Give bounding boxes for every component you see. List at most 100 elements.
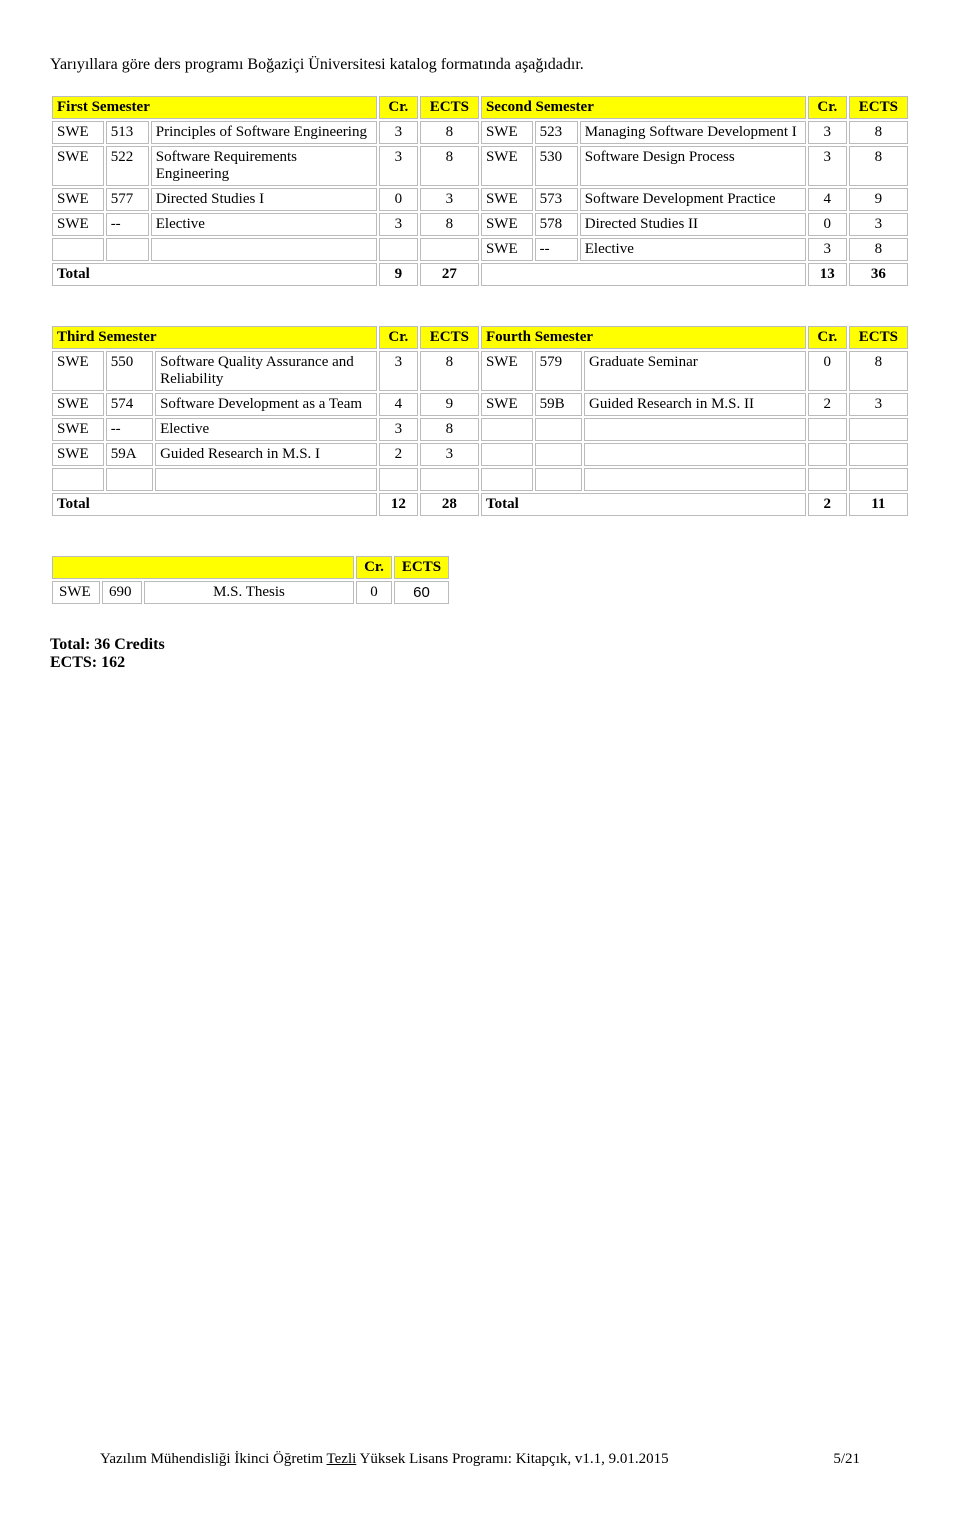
course-code: --	[106, 213, 149, 236]
empty-header	[52, 556, 354, 579]
empty-cell	[481, 443, 533, 466]
course-dept: SWE	[481, 146, 533, 186]
empty-cell	[52, 468, 104, 491]
course-name: Directed Studies I	[151, 188, 377, 211]
total-ects: 28	[420, 493, 479, 516]
total-credits-text: Total: 36 Credits	[50, 636, 910, 654]
empty-cell	[849, 468, 908, 491]
ects-header: ECTS	[420, 326, 479, 349]
course-dept: SWE	[481, 351, 533, 391]
course-dept: SWE	[52, 188, 104, 211]
course-code: 550	[106, 351, 153, 391]
total-cr: 12	[379, 493, 418, 516]
course-dept: SWE	[481, 188, 533, 211]
course-name: Software Requirements Engineering	[151, 146, 377, 186]
course-name: Principles of Software Engineering	[151, 121, 377, 144]
course-name: Software Development Practice	[580, 188, 806, 211]
empty-cell	[849, 418, 908, 441]
empty-cell	[535, 468, 582, 491]
course-dept: SWE	[52, 443, 104, 466]
empty-cell	[535, 418, 582, 441]
second-semester-header: Second Semester	[481, 96, 806, 119]
fourth-semester-header: Fourth Semester	[481, 326, 806, 349]
course-ects: 8	[420, 213, 479, 236]
total-ects: 36	[849, 263, 908, 286]
course-cr: 3	[379, 213, 418, 236]
total-ects-text: ECTS: 162	[50, 654, 910, 672]
empty-cell	[584, 468, 806, 491]
course-ects: 3	[849, 393, 908, 416]
total-cr: 9	[379, 263, 418, 286]
total-label: Total	[481, 493, 806, 516]
thesis-table: Cr. ECTS SWE 690 M.S. Thesis 0 60	[50, 554, 451, 606]
course-cr: 3	[808, 146, 847, 186]
course-cr: 3	[379, 418, 418, 441]
ects-header: ECTS	[849, 96, 908, 119]
empty-cell	[420, 238, 479, 261]
cr-header: Cr.	[808, 326, 847, 349]
course-dept: SWE	[52, 121, 104, 144]
empty-cell	[808, 443, 847, 466]
total-cr: 2	[808, 493, 847, 516]
empty-cell	[52, 238, 104, 261]
cr-header: Cr.	[356, 556, 392, 579]
total-cr: 13	[808, 263, 847, 286]
course-code: 577	[106, 188, 149, 211]
empty-cell	[808, 468, 847, 491]
course-cr: 3	[808, 121, 847, 144]
course-ects: 3	[420, 188, 479, 211]
empty-cell	[106, 468, 153, 491]
course-cr: 4	[379, 393, 418, 416]
course-cr: 2	[808, 393, 847, 416]
course-name: Managing Software Development I	[580, 121, 806, 144]
empty-cell	[584, 443, 806, 466]
course-name: Guided Research in M.S. II	[584, 393, 806, 416]
course-code: 523	[535, 121, 578, 144]
course-name: Elective	[151, 213, 377, 236]
course-code: 59B	[535, 393, 582, 416]
course-dept: SWE	[52, 351, 104, 391]
course-dept: SWE	[481, 121, 533, 144]
course-name: Graduate Seminar	[584, 351, 806, 391]
course-cr: 0	[808, 213, 847, 236]
course-cr: 0	[808, 351, 847, 391]
course-cr: 3	[379, 351, 418, 391]
course-code: 573	[535, 188, 578, 211]
empty-cell	[481, 418, 533, 441]
first-semester-header: First Semester	[52, 96, 377, 119]
course-cr: 3	[379, 146, 418, 186]
course-dept: SWE	[52, 146, 104, 186]
course-cr: 3	[379, 121, 418, 144]
course-ects: 9	[849, 188, 908, 211]
empty-cell	[849, 443, 908, 466]
course-name: Elective	[155, 418, 377, 441]
cr-header: Cr.	[808, 96, 847, 119]
course-name: Guided Research in M.S. I	[155, 443, 377, 466]
empty-cell	[535, 443, 582, 466]
course-name: Software Quality Assurance and Reliabili…	[155, 351, 377, 391]
course-dept: SWE	[52, 393, 104, 416]
page-number: 5/21	[833, 1451, 860, 1468]
course-name: Software Development as a Team	[155, 393, 377, 416]
total-ects: 27	[420, 263, 479, 286]
total-ects: 11	[849, 493, 908, 516]
course-code: --	[106, 418, 153, 441]
course-ects: 8	[420, 146, 479, 186]
course-code: 513	[106, 121, 149, 144]
empty-cell	[481, 263, 806, 286]
course-cr: 4	[808, 188, 847, 211]
course-ects: 8	[849, 121, 908, 144]
total-label: Total	[52, 263, 377, 286]
empty-cell	[379, 238, 418, 261]
course-ects: 8	[420, 351, 479, 391]
cr-header: Cr.	[379, 96, 418, 119]
course-code: 578	[535, 213, 578, 236]
third-semester-header: Third Semester	[52, 326, 377, 349]
course-code: 579	[535, 351, 582, 391]
course-cr: 3	[808, 238, 847, 261]
semester-table-1: First Semester Cr. ECTS Second Semester …	[50, 94, 910, 288]
course-code: --	[535, 238, 578, 261]
course-code: 574	[106, 393, 153, 416]
ects-header: ECTS	[394, 556, 449, 579]
empty-cell	[808, 418, 847, 441]
